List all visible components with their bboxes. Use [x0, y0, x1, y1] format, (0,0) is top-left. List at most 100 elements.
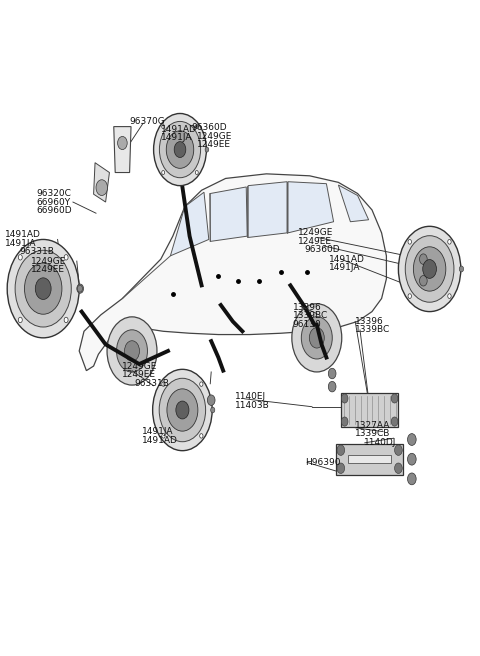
Circle shape	[459, 266, 464, 272]
Circle shape	[162, 171, 165, 174]
Text: 1249GE: 1249GE	[197, 132, 232, 141]
Circle shape	[408, 434, 416, 445]
Text: 1491AD: 1491AD	[329, 255, 365, 264]
Text: 1249GE: 1249GE	[298, 228, 333, 237]
Circle shape	[448, 294, 451, 298]
Text: 1491AD: 1491AD	[161, 125, 197, 134]
Circle shape	[207, 395, 215, 405]
Circle shape	[195, 171, 198, 174]
Circle shape	[423, 260, 436, 278]
Polygon shape	[248, 182, 287, 237]
Text: 1249GE: 1249GE	[31, 256, 67, 266]
Circle shape	[328, 381, 336, 392]
Text: 1491JA: 1491JA	[142, 427, 173, 436]
Text: 96331B: 96331B	[134, 379, 169, 388]
Circle shape	[24, 263, 62, 314]
Circle shape	[18, 255, 22, 260]
Circle shape	[448, 239, 451, 244]
FancyBboxPatch shape	[341, 393, 398, 427]
Circle shape	[18, 318, 22, 323]
Circle shape	[301, 317, 332, 359]
Circle shape	[176, 401, 189, 419]
Text: 1140DJ: 1140DJ	[364, 438, 396, 447]
Polygon shape	[170, 192, 209, 256]
Circle shape	[420, 276, 427, 286]
Circle shape	[408, 294, 411, 298]
Text: 66960D: 66960D	[36, 206, 72, 215]
Polygon shape	[79, 174, 386, 371]
Circle shape	[408, 239, 411, 244]
Text: 96130: 96130	[293, 319, 322, 329]
Text: 1249EE: 1249EE	[298, 237, 332, 246]
Circle shape	[420, 254, 427, 264]
Circle shape	[413, 247, 446, 291]
Text: 1249EE: 1249EE	[122, 370, 156, 379]
Circle shape	[395, 463, 402, 474]
Circle shape	[211, 407, 215, 413]
Circle shape	[398, 226, 461, 312]
Polygon shape	[114, 127, 131, 173]
Text: 96370G: 96370G	[130, 117, 165, 126]
Text: 66960Y: 66960Y	[36, 197, 70, 207]
Circle shape	[341, 394, 348, 403]
Text: 13396: 13396	[355, 317, 384, 326]
FancyBboxPatch shape	[336, 443, 403, 475]
Circle shape	[341, 417, 348, 426]
Text: 1249EE: 1249EE	[197, 140, 231, 150]
Text: 96360D: 96360D	[305, 245, 340, 255]
Circle shape	[195, 125, 198, 129]
Circle shape	[200, 434, 203, 438]
Circle shape	[162, 125, 165, 129]
FancyBboxPatch shape	[348, 455, 391, 463]
Polygon shape	[338, 185, 369, 222]
Circle shape	[408, 473, 416, 485]
Circle shape	[7, 239, 79, 338]
Circle shape	[405, 236, 454, 302]
Circle shape	[154, 113, 206, 186]
Circle shape	[77, 284, 84, 293]
Polygon shape	[210, 187, 247, 241]
Text: 1491JA: 1491JA	[329, 263, 360, 272]
Text: 96331B: 96331B	[19, 247, 54, 256]
Circle shape	[309, 327, 324, 348]
Circle shape	[408, 453, 416, 465]
Text: 1491AD: 1491AD	[142, 436, 178, 445]
Text: 11403B: 11403B	[235, 401, 270, 410]
Circle shape	[124, 340, 140, 361]
Text: 1339BC: 1339BC	[293, 311, 328, 320]
Polygon shape	[288, 182, 334, 233]
Text: H96390: H96390	[305, 458, 340, 467]
Text: 1339CB: 1339CB	[355, 429, 391, 438]
Circle shape	[77, 285, 83, 292]
Text: 1491JA: 1491JA	[5, 239, 36, 248]
Circle shape	[328, 368, 336, 379]
Circle shape	[167, 389, 198, 431]
Circle shape	[174, 142, 186, 157]
Circle shape	[166, 131, 194, 169]
Text: 1327AA: 1327AA	[355, 420, 391, 430]
Text: 1339BC: 1339BC	[355, 325, 390, 335]
Circle shape	[107, 317, 157, 385]
Circle shape	[64, 318, 68, 323]
Text: 1249EE: 1249EE	[31, 265, 65, 274]
Text: 96320C: 96320C	[36, 189, 71, 198]
Text: 1491JA: 1491JA	[161, 133, 192, 142]
Circle shape	[15, 250, 71, 327]
Circle shape	[200, 382, 203, 386]
Circle shape	[159, 379, 205, 441]
Circle shape	[162, 434, 165, 438]
Circle shape	[391, 394, 398, 403]
Circle shape	[64, 255, 68, 260]
Circle shape	[337, 445, 345, 455]
Circle shape	[395, 445, 402, 455]
Text: 13396: 13396	[293, 302, 322, 312]
Circle shape	[391, 417, 398, 426]
Circle shape	[117, 330, 147, 372]
Circle shape	[292, 304, 342, 372]
Circle shape	[96, 180, 108, 195]
Text: 1249GE: 1249GE	[122, 361, 158, 371]
Circle shape	[35, 278, 51, 299]
Circle shape	[159, 121, 201, 178]
Text: 1491AD: 1491AD	[5, 230, 41, 239]
Polygon shape	[94, 163, 109, 202]
